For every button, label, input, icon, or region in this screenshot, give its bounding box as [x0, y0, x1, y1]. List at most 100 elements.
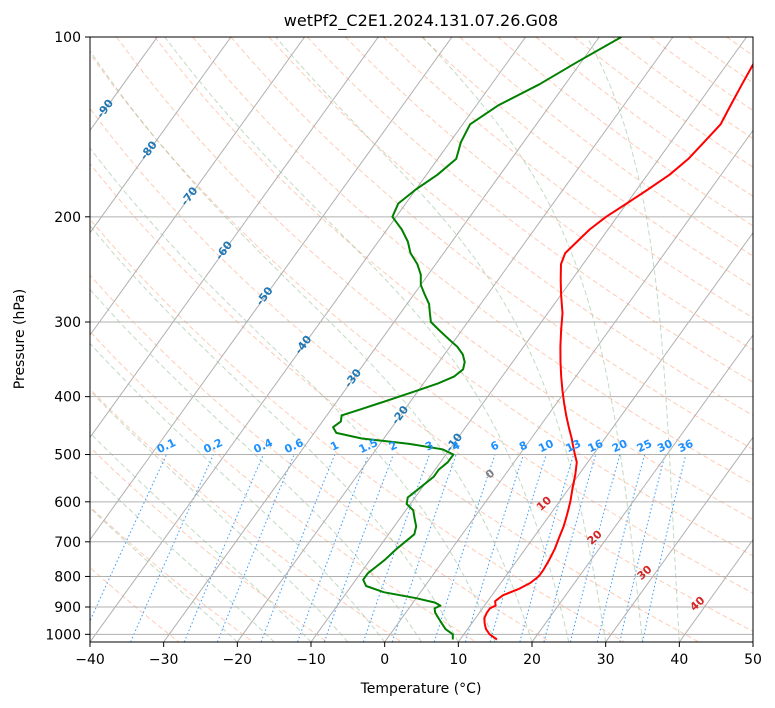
mixing-ratio-line — [323, 454, 394, 642]
isotherm-label: -40 — [292, 333, 315, 357]
mixing-ratio-label: 30 — [655, 437, 675, 455]
x-tick-label: 30 — [597, 652, 615, 668]
mixing-ratio-label: 0.1 — [155, 436, 178, 456]
mixing-ratio-label: 13 — [564, 437, 583, 455]
mixing-ratio-line — [433, 454, 496, 642]
dry-adiabat — [650, 37, 753, 112]
y-axis: 100 200 300 400 500 600 700 800 900 1000 — [45, 30, 90, 643]
mixing-ratio-line — [362, 454, 430, 642]
mixing-ratio-line — [391, 454, 457, 642]
y-tick-label: 500 — [54, 448, 81, 464]
isotherm — [163, 37, 600, 642]
moist-adiabat — [90, 49, 533, 642]
y-tick-label: 600 — [54, 495, 81, 511]
isotherm-label: -80 — [138, 138, 161, 162]
dry-adiabat — [497, 37, 753, 227]
wet-bulb-label: 10 — [534, 493, 554, 513]
y-tick-label: 400 — [54, 390, 81, 406]
mixing-ratio-label: 16 — [586, 437, 606, 455]
x-tick-label: −40 — [75, 652, 105, 668]
plot-frame — [89, 36, 754, 643]
mixing-ratio-line — [489, 454, 547, 642]
pressure-gridlines — [90, 37, 753, 635]
isotherm — [678, 538, 753, 642]
dry-adiabat — [688, 37, 753, 84]
y-tick-label: 900 — [54, 600, 81, 616]
isotherm — [0, 37, 10, 642]
isotherm-label: -30 — [342, 366, 365, 390]
x-tick-label: 10 — [449, 652, 467, 668]
dry-adiabat — [90, 330, 477, 642]
mixing-ratio-label: 2 — [387, 439, 399, 454]
mixing-ratio-line — [543, 454, 597, 642]
mixing-ratio-label: 25 — [635, 437, 654, 455]
x-tick-label: 50 — [744, 652, 762, 668]
isotherms — [0, 37, 753, 642]
dry-adiabat — [90, 388, 402, 642]
dry-adiabats — [90, 37, 753, 642]
temperature-profile-line — [483, 62, 753, 641]
chart-title: wetPf2_C2E1.2024.131.07.26.G08 — [284, 11, 558, 31]
mixing-ratio-line — [260, 454, 336, 642]
profiles — [332, 37, 753, 641]
y-tick-label: 700 — [54, 535, 81, 551]
mixing-ratio-label: 0.2 — [202, 436, 225, 456]
isotherm — [236, 37, 674, 642]
dry-adiabat — [306, 37, 753, 383]
mixing-ratio-line — [90, 454, 167, 623]
mixing-ratio-line — [619, 454, 666, 642]
dewpoint-profile-line — [332, 37, 622, 640]
dry-adiabat — [383, 37, 753, 319]
dry-adiabat — [535, 37, 753, 197]
moist-adiabat — [90, 147, 496, 642]
mixing-ratio-line — [183, 454, 264, 642]
dry-adiabat — [344, 37, 753, 351]
isotherm — [90, 37, 453, 541]
mixing-ratio-line — [130, 454, 214, 642]
mixing-ratio-label: 0.6 — [282, 436, 305, 456]
moist-adiabats — [90, 37, 680, 642]
dry-adiabat — [90, 107, 753, 632]
moist-adiabat — [422, 37, 643, 642]
y-tick-label: 200 — [54, 210, 81, 226]
x-tick-label: −10 — [296, 652, 326, 668]
moist-adiabat — [275, 37, 607, 642]
mixing-ratio-lines — [90, 454, 687, 642]
y-tick-label: 1000 — [45, 627, 81, 643]
isotherm — [605, 436, 753, 642]
moist-adiabat — [90, 470, 275, 642]
moist-adiabat — [90, 288, 422, 642]
isotherm-label: -70 — [178, 184, 201, 208]
moist-adiabat — [164, 37, 570, 642]
isotherm-label: -50 — [253, 284, 276, 308]
wet-bulb-label: 0 — [483, 466, 498, 481]
moist-adiabat — [586, 37, 680, 642]
x-tick-label: 40 — [670, 652, 688, 668]
isotherm-label: -60 — [213, 238, 236, 262]
isotherm — [90, 37, 527, 642]
y-axis-title: Pressure (hPa) — [12, 289, 28, 389]
mixing-ratio-label: 0.4 — [252, 436, 275, 456]
moist-adiabat — [90, 224, 459, 642]
y-tick-label: 300 — [54, 315, 81, 331]
isotherm — [90, 37, 232, 234]
isotherm-label: -90 — [94, 97, 117, 121]
moist-adiabat — [90, 390, 349, 642]
x-tick-label: 0 — [380, 652, 389, 668]
mixing-ratio-line — [569, 454, 621, 642]
isotherm — [384, 129, 753, 642]
dry-adiabat — [192, 37, 753, 485]
isotherm — [90, 37, 306, 336]
line-labels: -100-90-80-70-60-50-40-30-20-100.1 0.2 0.4… — [49, 51, 708, 614]
isotherm-label: -100 — [49, 51, 76, 81]
mixing-ratio-label: 10 — [536, 437, 556, 455]
x-axis-title: Temperature (°C) — [360, 681, 482, 697]
y-tick-label: 800 — [54, 569, 81, 585]
moist-adiabat — [90, 507, 238, 642]
dry-adiabat — [268, 37, 753, 417]
mixing-ratio-label: 8 — [517, 439, 529, 454]
wet-bulb-label: 30 — [635, 563, 655, 583]
dry-adiabat — [90, 446, 328, 642]
mixing-ratio-line — [519, 454, 575, 642]
dry-adiabat — [154, 37, 753, 521]
